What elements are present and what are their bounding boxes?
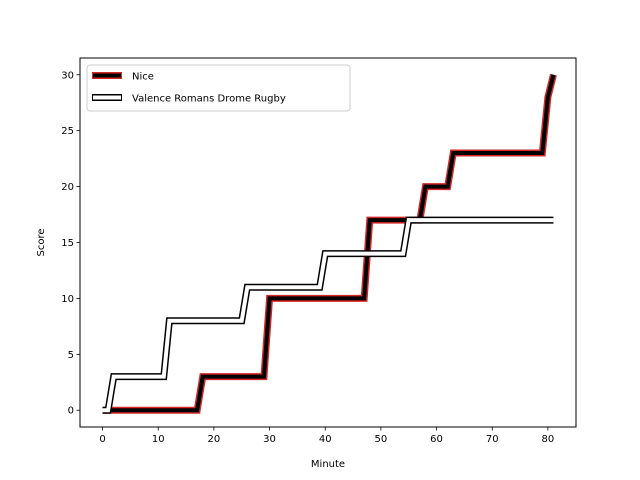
x-axis-label: Minute — [311, 459, 345, 470]
x-tick-label: 30 — [263, 434, 276, 445]
y-axis: 0 5 10 15 20 25 30 — [61, 70, 80, 417]
plot-background — [80, 58, 576, 427]
series-1 — [102, 216, 554, 414]
y-tick-label: 25 — [61, 126, 74, 137]
legend-entry-valence: Valence Romans Drome Rugby — [92, 94, 286, 105]
y-axis-label: Score — [36, 228, 47, 256]
legend-label-nice: Nice — [132, 72, 154, 83]
x-tick-label: 70 — [486, 434, 499, 445]
x-tick-label: 50 — [375, 434, 388, 445]
y-tick-label: 30 — [61, 70, 74, 81]
legend-box — [86, 64, 351, 112]
y-tick-label: 0 — [68, 406, 74, 417]
legend-entry-nice: Nice — [92, 72, 154, 83]
legend: Nice Valence Romans Drome Rugby — [86, 64, 351, 112]
series-line — [102, 218, 554, 413]
x-axis: 0 10 20 30 40 50 60 70 80 — [99, 427, 554, 445]
x-tick-label: 20 — [208, 434, 221, 445]
x-tick-label: 10 — [152, 434, 165, 445]
series-layer — [102, 73, 557, 414]
y-tick-label: 20 — [61, 182, 74, 193]
series-0 — [102, 73, 557, 414]
y-tick-label: 5 — [68, 350, 74, 361]
x-tick-label: 0 — [99, 434, 105, 445]
y-tick-label: 15 — [61, 238, 74, 249]
x-tick-label: 60 — [430, 434, 443, 445]
series-line — [102, 74, 556, 413]
x-tick-label: 80 — [542, 434, 555, 445]
legend-label-valence: Valence Romans Drome Rugby — [132, 94, 286, 105]
y-tick-label: 10 — [61, 294, 74, 305]
x-tick-label: 40 — [319, 434, 332, 445]
